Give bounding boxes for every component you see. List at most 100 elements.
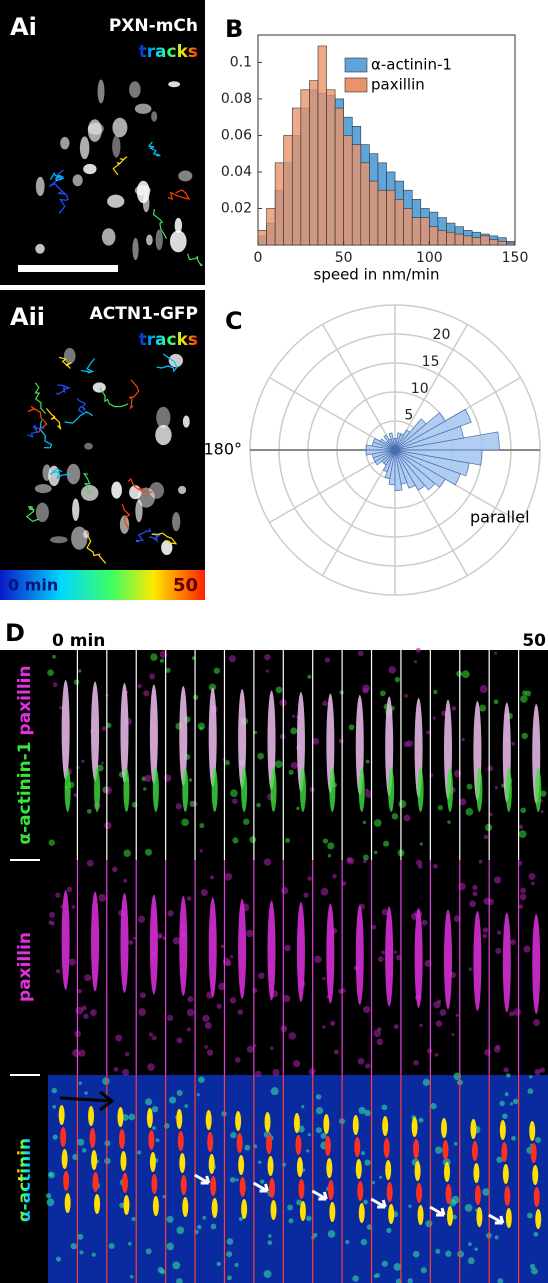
r-tick-label: 10 [411, 381, 429, 397]
cell-blob [50, 536, 67, 543]
streak [65, 1193, 71, 1213]
speckle [487, 899, 493, 905]
cell-blob [112, 135, 120, 157]
speckle [483, 927, 489, 933]
speckle [164, 1123, 170, 1129]
speckle [381, 950, 385, 954]
speckle [160, 659, 164, 663]
speckle [249, 836, 256, 843]
speckle [252, 988, 257, 993]
speckle [313, 1233, 317, 1237]
speckle [236, 1178, 239, 1181]
panel-label: B [225, 15, 243, 43]
cell-blob [64, 348, 76, 364]
theta-tick-label: 180° [203, 440, 242, 459]
streak [300, 768, 306, 812]
streak [472, 1141, 478, 1161]
streak [415, 1161, 421, 1181]
row-label-part: paxillin [15, 665, 35, 735]
speckle [364, 1159, 370, 1165]
speckle [115, 1034, 122, 1041]
speckle [358, 1058, 365, 1065]
streak [476, 1207, 482, 1227]
streak [416, 1183, 422, 1203]
speckle [67, 887, 72, 892]
speckle [187, 1009, 195, 1017]
speckle [78, 669, 81, 672]
streak [181, 1175, 187, 1195]
speckle [433, 690, 437, 694]
streak [94, 1194, 100, 1214]
streak [328, 1180, 334, 1200]
speckle [202, 1216, 206, 1220]
cell-blob [93, 382, 106, 392]
panel-label: Ai [10, 13, 37, 41]
speckle [166, 1243, 174, 1251]
row-label-part: α-actinin-1 [15, 741, 35, 844]
hist-bar [395, 199, 404, 245]
legend-label: paxillin [371, 76, 425, 94]
speckle [316, 1127, 322, 1133]
streak [123, 768, 129, 812]
hist-bar [352, 145, 361, 245]
streak [385, 907, 393, 1007]
speckle [230, 1177, 236, 1183]
speckle [52, 1105, 56, 1109]
speckle [418, 1118, 423, 1123]
streak [265, 1112, 271, 1132]
cell-blob [36, 177, 45, 196]
speckle [373, 1030, 381, 1038]
speckle [497, 930, 501, 934]
speckle [506, 1073, 510, 1077]
streak [238, 899, 246, 999]
streak [500, 1120, 506, 1140]
streak [269, 1178, 275, 1198]
speckle [101, 761, 104, 764]
speckle [358, 651, 364, 657]
streak [297, 1157, 303, 1177]
speckle [487, 766, 493, 772]
cell-blob [146, 234, 153, 245]
speckle [75, 1007, 83, 1015]
streak [241, 768, 247, 812]
streak [503, 1164, 509, 1184]
speckle [480, 685, 488, 693]
streak [447, 1206, 453, 1226]
streak [90, 1128, 96, 1148]
speckle [321, 888, 329, 896]
speckle [309, 787, 314, 792]
cell-blob [107, 195, 124, 208]
streak [326, 904, 334, 1004]
streak [329, 1202, 335, 1222]
streak [176, 1109, 182, 1129]
speckle [505, 1092, 509, 1096]
speckle [328, 1230, 336, 1238]
r-tick-label: 20 [433, 327, 451, 343]
speckle [217, 1004, 222, 1009]
streak [535, 768, 541, 812]
speckle [247, 1046, 254, 1053]
speckle [109, 1243, 115, 1249]
speckle [69, 958, 76, 965]
speckle [456, 1014, 459, 1017]
row-label: paxillin [15, 932, 35, 1002]
speckle [308, 1133, 311, 1136]
speckle [287, 1205, 293, 1211]
streak [326, 1158, 332, 1178]
hist-bar [429, 227, 438, 245]
speckle [426, 731, 430, 735]
speckle [201, 889, 208, 896]
hist-bar [404, 208, 413, 245]
speckle [130, 1275, 133, 1278]
speckle [55, 893, 60, 898]
speckle [523, 945, 530, 952]
speckle [392, 813, 398, 819]
speckle [123, 850, 130, 857]
speckle [264, 654, 270, 660]
cell-blob [132, 238, 138, 260]
speckle [281, 1025, 288, 1032]
speckle [328, 854, 331, 857]
cell-blob [84, 443, 93, 450]
streak [238, 1155, 244, 1175]
speckle [322, 701, 327, 706]
